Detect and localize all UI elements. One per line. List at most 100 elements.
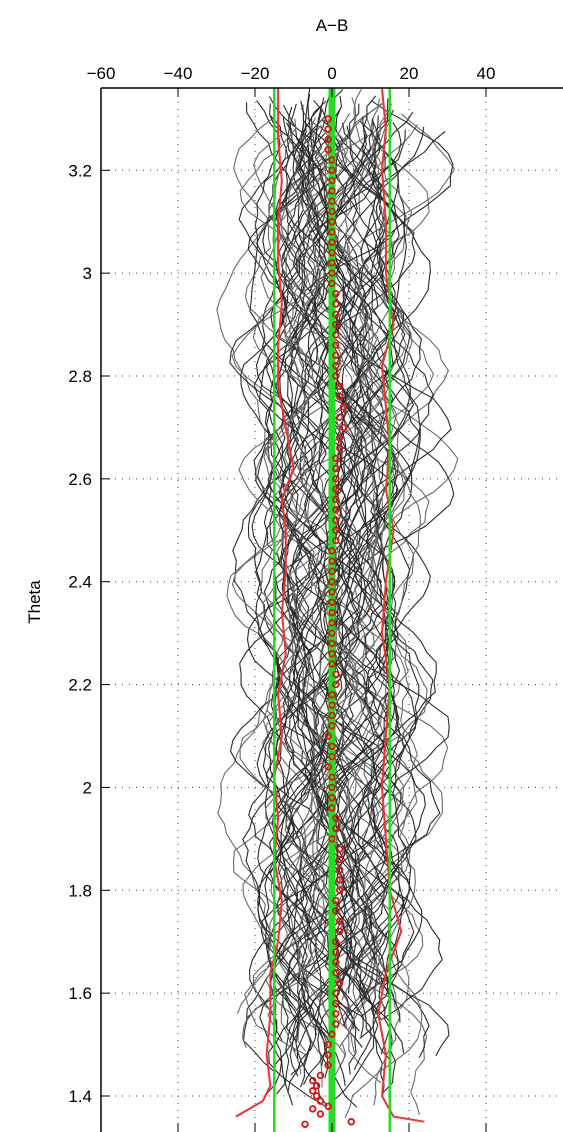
profile-line: [266, 104, 354, 1088]
x-tick-label: −40: [164, 64, 193, 83]
red-marker: [328, 218, 336, 226]
red-marker: [328, 248, 336, 257]
profile-line: [226, 117, 321, 1014]
red-marker: [324, 125, 332, 133]
red-marker: [328, 1030, 336, 1038]
red-marker: [316, 1097, 325, 1105]
red-marker: [324, 1040, 332, 1049]
red-marker: [332, 362, 340, 370]
red-marker: [328, 197, 336, 205]
red-marker: [336, 413, 344, 421]
profile-line: [324, 118, 401, 1040]
red-marker: [328, 547, 336, 555]
y-tick-label: 2: [83, 778, 92, 797]
profile-line: [311, 125, 399, 1054]
y-tick-label: 1.4: [68, 1087, 92, 1106]
profile-line: [272, 128, 360, 1043]
red-marker: [309, 1087, 317, 1095]
profile-line: [292, 136, 377, 1016]
profile-line: [242, 95, 331, 1066]
y-tick-label: 2.8: [68, 367, 92, 386]
red-marker: [328, 742, 336, 750]
red-marker: [332, 485, 340, 493]
red-marker: [332, 351, 340, 360]
y-tick-label: 2.6: [68, 470, 92, 489]
red-marker: [332, 968, 340, 977]
profile-line: [353, 95, 421, 1062]
red-marker: [332, 341, 340, 349]
red-marker: [332, 896, 340, 905]
profile-line: [304, 134, 413, 1094]
red-marker: [309, 1105, 317, 1113]
red-marker: [328, 259, 336, 267]
red-marker: [332, 1010, 340, 1018]
red-marker: [328, 691, 336, 699]
profile-line: [259, 118, 333, 1022]
red-marker: [328, 711, 336, 720]
profile-line: [252, 131, 348, 1016]
red-marker: [328, 701, 336, 709]
x-tick-label: 40: [477, 64, 496, 83]
red-marker: [332, 320, 340, 329]
red-marker: [328, 187, 336, 195]
red-marker: [328, 578, 336, 586]
series-layer: [235, 88, 425, 1132]
red-marker: [328, 156, 336, 164]
red-marker: [336, 444, 344, 452]
red-marker: [336, 886, 344, 894]
x-tick-label: −20: [241, 64, 270, 83]
red-marker: [328, 228, 336, 236]
profile-line: [299, 107, 406, 996]
red-marker: [332, 290, 340, 298]
red-marker: [332, 814, 340, 822]
x-tick-label: 0: [327, 64, 336, 83]
red-marker: [336, 434, 344, 442]
red-marker: [328, 279, 336, 288]
red-envelope-line: [377, 88, 425, 1123]
red-marker: [332, 475, 340, 483]
red-envelope-line: [235, 88, 295, 1118]
red-marker: [332, 310, 340, 318]
y-tick-label: 3.2: [68, 161, 92, 180]
red-marker: [324, 1102, 332, 1110]
red-marker: [312, 1092, 321, 1100]
red-marker: [328, 660, 336, 668]
y-tick-label: 2.4: [68, 573, 92, 592]
y-tick-label: 1.6: [68, 984, 92, 1003]
red-marker: [336, 927, 344, 936]
red-marker: [328, 557, 336, 565]
x-tick-label: 20: [400, 64, 419, 83]
red-marker: [328, 629, 336, 637]
red-marker: [328, 619, 336, 627]
profile-line: [283, 128, 364, 1037]
profile-line: [263, 106, 335, 1077]
profile-line: [289, 103, 394, 1019]
profile-line: [271, 97, 360, 1061]
red-marker: [328, 794, 336, 802]
red-marker: [332, 464, 340, 473]
red-marker: [328, 238, 336, 246]
red-marker: [332, 989, 340, 997]
x-tick-label: −60: [87, 64, 116, 83]
red-marker: [332, 948, 340, 956]
red-marker: [332, 454, 340, 462]
red-marker: [316, 1110, 325, 1118]
red-marker: [332, 958, 340, 966]
red-marker: [332, 680, 340, 689]
red-marker: [328, 804, 336, 812]
profile-line: [342, 127, 413, 1084]
red-marker: [332, 516, 340, 524]
red-marker: [332, 1020, 340, 1028]
y-tick-label: 2.2: [68, 676, 92, 695]
red-marker: [324, 115, 332, 123]
profile-line: [334, 130, 452, 1057]
ticks: −60 −40 −20 0 20 40 1.4 1.6 1.8 2 2.2 2.4 2.6 2.8 3 3.2: [68, 64, 495, 1132]
red-marker: [328, 269, 336, 277]
red-marker: [328, 598, 336, 606]
y-tick-label: 1.8: [68, 881, 92, 900]
red-marker: [336, 382, 344, 390]
red-marker: [309, 1076, 317, 1085]
red-marker: [339, 423, 348, 432]
red-marker: [336, 855, 344, 864]
